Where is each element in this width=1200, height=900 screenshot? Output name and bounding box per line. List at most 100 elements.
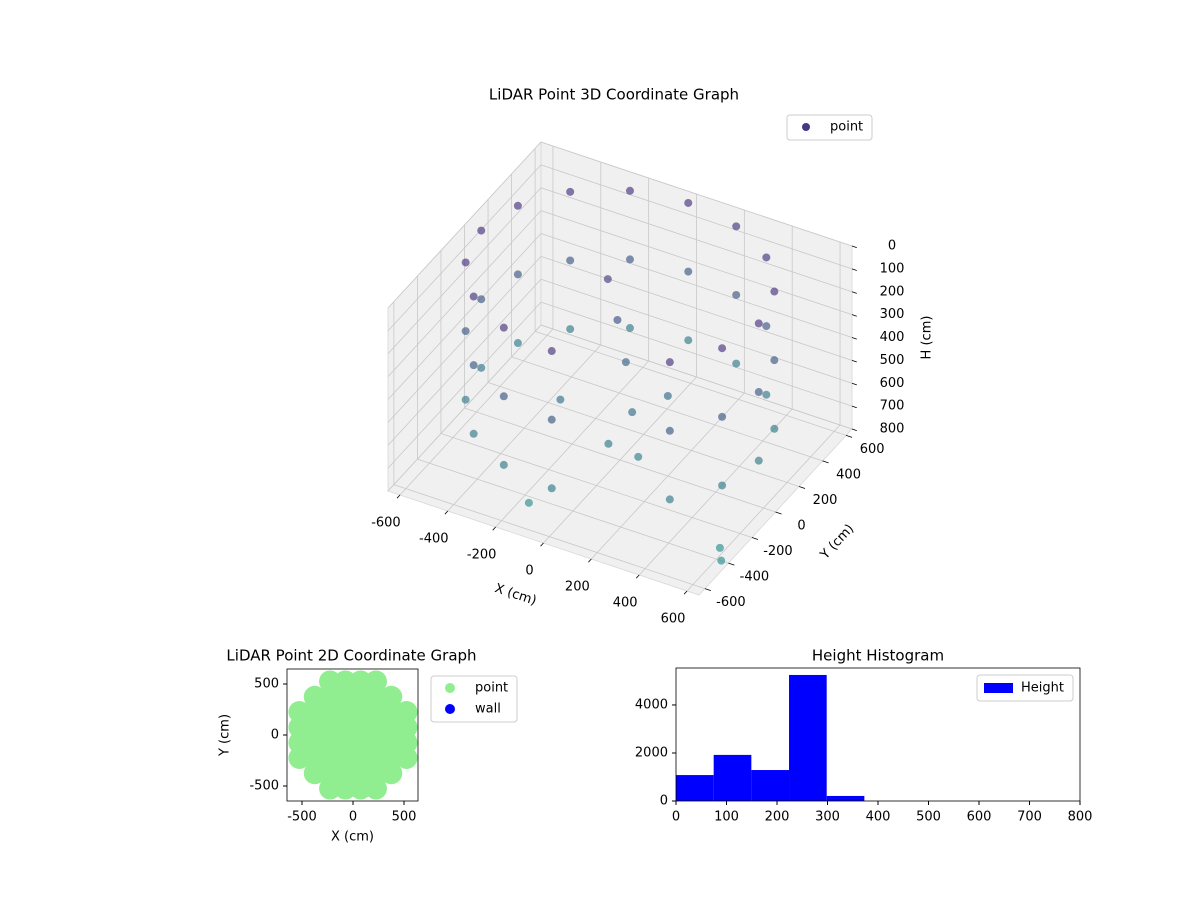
z-tick-label: 200 (880, 284, 905, 299)
grid-line (387, 164, 542, 332)
y-tick-label: 500 (254, 676, 279, 691)
y-tick (822, 460, 829, 464)
grid-line (534, 331, 847, 436)
point (364, 685, 387, 708)
x-axis-label: X (cm) (493, 581, 539, 609)
x-tick-label: 500 (916, 810, 941, 825)
x-tick-label: 200 (565, 580, 590, 595)
point (754, 388, 763, 397)
point (380, 746, 403, 769)
point (469, 292, 478, 301)
x-tick (588, 558, 592, 563)
z-tick-label: 600 (880, 376, 905, 391)
point (364, 762, 387, 785)
legend-marker (445, 683, 455, 693)
legend-marker (802, 123, 810, 131)
x-tick (635, 574, 640, 579)
z-tick (851, 428, 857, 431)
z-tick (851, 382, 857, 386)
point (604, 439, 613, 448)
point (663, 391, 672, 400)
x-tick (492, 526, 496, 531)
grid-line (440, 433, 753, 538)
z-tick-label: 500 (880, 353, 905, 368)
point (461, 327, 470, 336)
z-tick (851, 359, 857, 363)
grid-line (540, 324, 853, 430)
point (732, 359, 741, 368)
point (684, 267, 693, 276)
x-tick-label: 0 (672, 810, 680, 825)
point (319, 701, 342, 724)
grid-line (417, 458, 729, 564)
legend-label: Height (1021, 681, 1064, 696)
point (364, 746, 387, 769)
point (319, 670, 342, 693)
x-tick (444, 510, 449, 515)
point (499, 323, 508, 332)
bar (676, 775, 714, 801)
point (395, 731, 418, 754)
z-tick-label: 0 (888, 239, 896, 254)
grid-line (387, 233, 542, 400)
point (717, 556, 726, 565)
point (349, 716, 372, 739)
grid-line (387, 141, 542, 309)
point (762, 322, 771, 331)
y-tick (845, 435, 853, 438)
y-tick-label: 200 (813, 493, 838, 508)
point (566, 187, 575, 196)
point (288, 731, 311, 754)
y-tick-label: 600 (860, 442, 885, 457)
point (349, 777, 372, 800)
x-tick-label: -500 (287, 810, 317, 825)
x-tick-label: 400 (866, 810, 891, 825)
y-tick-label: -600 (716, 595, 746, 610)
point (319, 777, 342, 800)
z-tick (851, 314, 857, 317)
point (395, 716, 418, 739)
grid-line (540, 278, 853, 384)
point (319, 731, 342, 754)
point (732, 222, 741, 231)
point (513, 201, 522, 210)
point (566, 256, 575, 265)
grid-line (464, 407, 776, 513)
point (303, 762, 326, 785)
point (628, 408, 637, 417)
x-tick (540, 542, 544, 547)
point (334, 777, 357, 800)
point (349, 762, 372, 785)
point (334, 701, 357, 724)
point (364, 670, 387, 693)
legend-label: point (475, 681, 508, 696)
y-tick (728, 562, 735, 566)
point (303, 746, 326, 769)
x-tick-label: 600 (661, 612, 686, 627)
point (319, 746, 342, 769)
x-tick-label: 600 (967, 810, 992, 825)
grid-line (540, 301, 853, 407)
point (556, 395, 565, 404)
grid-line (511, 356, 823, 462)
point (303, 685, 326, 708)
point (349, 701, 372, 724)
point (349, 731, 372, 754)
point (349, 746, 372, 769)
point (364, 731, 387, 754)
legend-label: wall (475, 702, 501, 717)
point (547, 347, 556, 356)
x-tick-label: 500 (392, 810, 417, 825)
grid-line (387, 210, 542, 377)
point (477, 295, 486, 304)
x-tick-label: 300 (815, 810, 840, 825)
grid-line (540, 164, 853, 270)
legend-marker (445, 704, 455, 714)
legend-box (786, 114, 873, 141)
x-tick-label: -600 (371, 516, 401, 531)
point (380, 762, 403, 785)
grid-line (387, 278, 542, 446)
point (380, 701, 403, 724)
z-tick-label: 100 (880, 261, 905, 276)
legend-label: point (830, 120, 863, 135)
